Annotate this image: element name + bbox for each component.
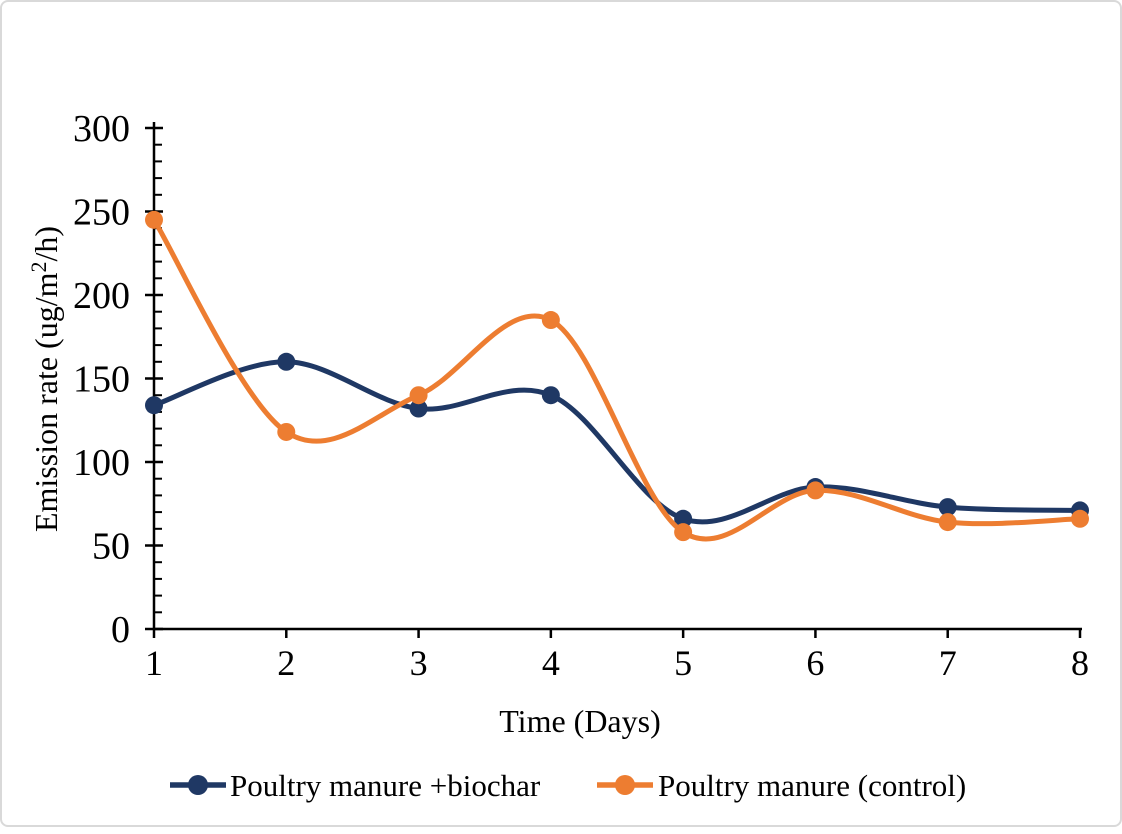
x-tick-label: 6 (806, 643, 824, 683)
axes: 0 50 100 150 200 250 300 1 2 3 4 5 6 7 8 (73, 108, 1089, 683)
y-tick-label: 0 (111, 609, 130, 651)
legend: Poultry manure +biochar Poultry manure (c… (170, 768, 966, 803)
x-tick-label: 7 (939, 643, 957, 683)
series-line-poultry-manure-biochar (151, 359, 1083, 525)
legend-item-poultry-manure-biochar: Poultry manure +biochar (170, 768, 541, 803)
x-tick-label: 8 (1071, 643, 1089, 683)
data-point-poultry-manure-control-day-1 (145, 210, 163, 229)
data-point-poultry-manure-control-day-8 (1071, 509, 1089, 528)
y-tick-label: 300 (73, 108, 130, 150)
x-axis-title: Time (Days) (499, 703, 660, 739)
x-tick-label: 2 (277, 643, 295, 683)
y-tick-label: 150 (73, 359, 130, 401)
y-axis-title-superscript: 2 (26, 262, 51, 273)
data-point-poultry-manure-biochar-day-1 (145, 396, 163, 415)
x-tick-label: 5 (674, 643, 692, 683)
data-point-poultry-manure-control-day-2 (277, 422, 296, 441)
data-point-poultry-manure-biochar-day-4 (541, 386, 560, 405)
x-tick-label: 4 (542, 643, 560, 683)
legend-item-poultry-manure-control: Poultry manure (control) (597, 768, 966, 803)
data-point-poultry-manure-control-day-7 (938, 513, 957, 532)
y-tick-label: 100 (73, 442, 130, 484)
y-tick-label: 250 (73, 192, 130, 234)
legend-label-poultry-manure-control: Poultry manure (control) (658, 768, 966, 803)
data-point-poultry-manure-control-day-6 (806, 481, 825, 500)
y-tick-label: 200 (73, 275, 130, 317)
legend-label-poultry-manure-biochar: Poultry manure +biochar (230, 768, 541, 803)
data-point-poultry-manure-control-day-4 (541, 311, 560, 330)
series-poultry-manure-control (145, 210, 1089, 542)
legend-marker-point-poultry-manure-control (615, 775, 635, 795)
data-point-poultry-manure-biochar-day-7 (938, 498, 957, 517)
data-point-poultry-manure-biochar-day-3 (409, 399, 428, 418)
series-line-poultry-manure-control (151, 217, 1083, 542)
x-tick-label: 1 (145, 643, 163, 683)
data-point-poultry-manure-control-day-3 (409, 386, 428, 405)
x-tick-label: 3 (410, 643, 428, 683)
data-point-poultry-manure-control-day-5 (674, 523, 693, 542)
legend-marker-point-poultry-manure-biochar (188, 775, 208, 795)
data-point-poultry-manure-biochar-day-5 (674, 509, 693, 528)
data-point-poultry-manure-biochar-day-2 (277, 352, 296, 371)
y-axis-title: Emission rate (ug/m2/h) (26, 226, 64, 532)
y-tick-label: 50 (92, 526, 130, 568)
